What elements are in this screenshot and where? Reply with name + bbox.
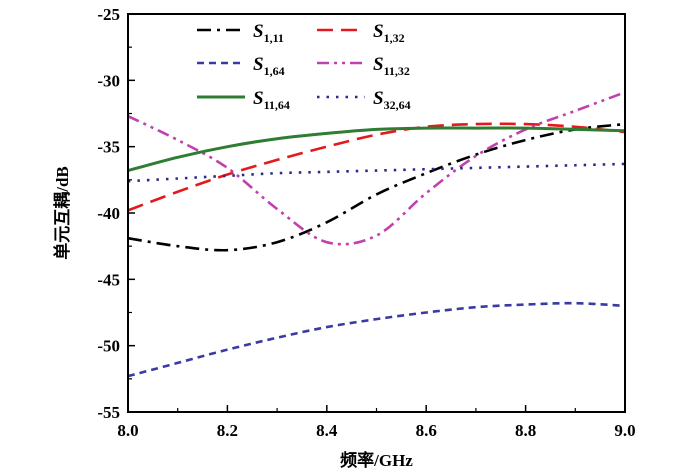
y-tick-label: -50 [97,337,120,356]
x-tick-label: 8.4 [316,421,338,440]
series-line-s11_64 [127,126,626,172]
legend: S1,11 S1,32 S1,64 S11,32 S11,64 S32,64 [197,21,411,112]
series-line-s32_64 [127,162,626,183]
legend-label-s1_11: S1,11 [253,21,284,45]
x-tick-label: 8.2 [217,421,238,440]
axis-ticks [127,13,626,413]
y-tick-label: -35 [97,138,120,157]
x-tick-label: 9.0 [614,421,635,440]
plot-lines [127,91,626,378]
y-tick-label: -40 [97,204,120,223]
axis-tick-labels: 8.0 8.2 8.4 8.6 8.8 9.0 -25 -30 -35 -40 -45 -50 -55 [97,5,635,440]
x-tick-label: 8.6 [416,421,437,440]
x-axis-title: 频率/GHz [340,450,413,470]
legend-label-s11_64: S11,64 [253,88,290,112]
legend-label-s32_64: S32,64 [373,88,411,112]
y-tick-label: -45 [97,270,120,289]
legend-label-s1_64: S1,64 [253,54,285,78]
series-line-s11_32 [127,91,626,246]
series-line-s1_11 [127,122,626,252]
y-axis-title: 单元互耦/dB [52,166,72,260]
x-tick-label: 8.8 [515,421,536,440]
y-tick-label: -25 [97,5,120,24]
x-tick-label: 8.0 [117,421,138,440]
legend-label-s11_32: S11,32 [373,54,410,78]
y-tick-label: -55 [97,403,120,422]
legend-label-s1_32: S1,32 [373,21,405,45]
series-line-s1_32 [127,122,626,212]
series-line-s1_64 [127,301,626,378]
y-tick-label: -30 [97,71,120,90]
